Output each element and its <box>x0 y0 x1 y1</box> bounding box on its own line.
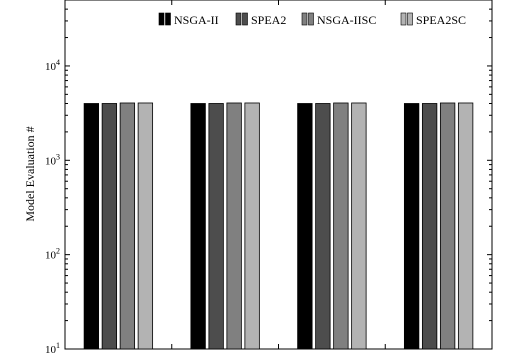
y-tick-label-exponent: 1 <box>56 341 60 350</box>
legend-label: SPEA2SC <box>416 13 466 27</box>
bar-spea2-group-4 <box>421 103 438 350</box>
y-tick-label-base: 10 <box>45 344 57 356</box>
legend-label: SPEA2 <box>251 13 286 27</box>
legend-swatch <box>407 12 413 26</box>
bar-spea2sc-group-2 <box>244 102 260 350</box>
legend-label: NSGA-II <box>174 13 219 27</box>
legend-swatch <box>308 12 314 26</box>
bar-nsga-ii-group-3 <box>297 103 313 350</box>
bar-nsga-iisc-group-2 <box>226 102 242 350</box>
y-tick-label: 103 <box>45 152 60 167</box>
legend-item: NSGA-II <box>158 12 219 27</box>
y-tick-label-exponent: 4 <box>56 58 60 67</box>
bar-nsga-iisc-group-4 <box>439 102 456 350</box>
y-tick-label: 102 <box>45 247 60 262</box>
legend-swatch <box>235 12 242 26</box>
bar-nsga-ii-group-4 <box>403 103 420 350</box>
y-tick-label-base: 10 <box>45 250 57 262</box>
y-tick-label-exponent: 2 <box>56 247 60 256</box>
bar-spea2-group-2 <box>208 103 224 350</box>
legend-item: SPEA2 <box>235 12 286 27</box>
y-tick-label-exponent: 3 <box>56 152 60 161</box>
bars <box>83 102 474 350</box>
bar-spea2-group-1 <box>101 103 118 350</box>
y-axis-label: Model Evaluation # <box>23 126 37 221</box>
legend-swatch <box>301 12 308 26</box>
legend-item: NSGA-IISC <box>301 12 376 27</box>
bar-nsga-iisc-group-3 <box>333 102 349 350</box>
bar-spea2sc-group-4 <box>457 102 474 350</box>
legend-swatch <box>242 12 248 26</box>
legend-label: NSGA-IISC <box>317 13 376 27</box>
legend-swatch <box>158 12 165 26</box>
bar-nsga-iisc-group-1 <box>119 102 136 350</box>
y-tick-label: 101 <box>45 341 60 356</box>
bar-nsga-ii-group-1 <box>83 103 100 350</box>
y-tick-label-base: 10 <box>45 61 57 73</box>
bar-nsga-ii-group-2 <box>190 103 206 350</box>
y-tick-label: 104 <box>45 58 60 73</box>
legend-swatch <box>400 12 407 26</box>
y-tick-label-base: 10 <box>45 155 57 167</box>
bar-spea2sc-group-1 <box>137 102 154 350</box>
legend-item: SPEA2SC <box>400 12 466 27</box>
legend: NSGA-II SPEA2 NSGA-IISC SPEA2SC <box>158 12 466 27</box>
x-axis-ticks <box>171 0 386 349</box>
legend-swatch <box>165 12 171 26</box>
bar-spea2-group-3 <box>315 103 331 350</box>
bar-spea2sc-group-3 <box>351 102 367 350</box>
